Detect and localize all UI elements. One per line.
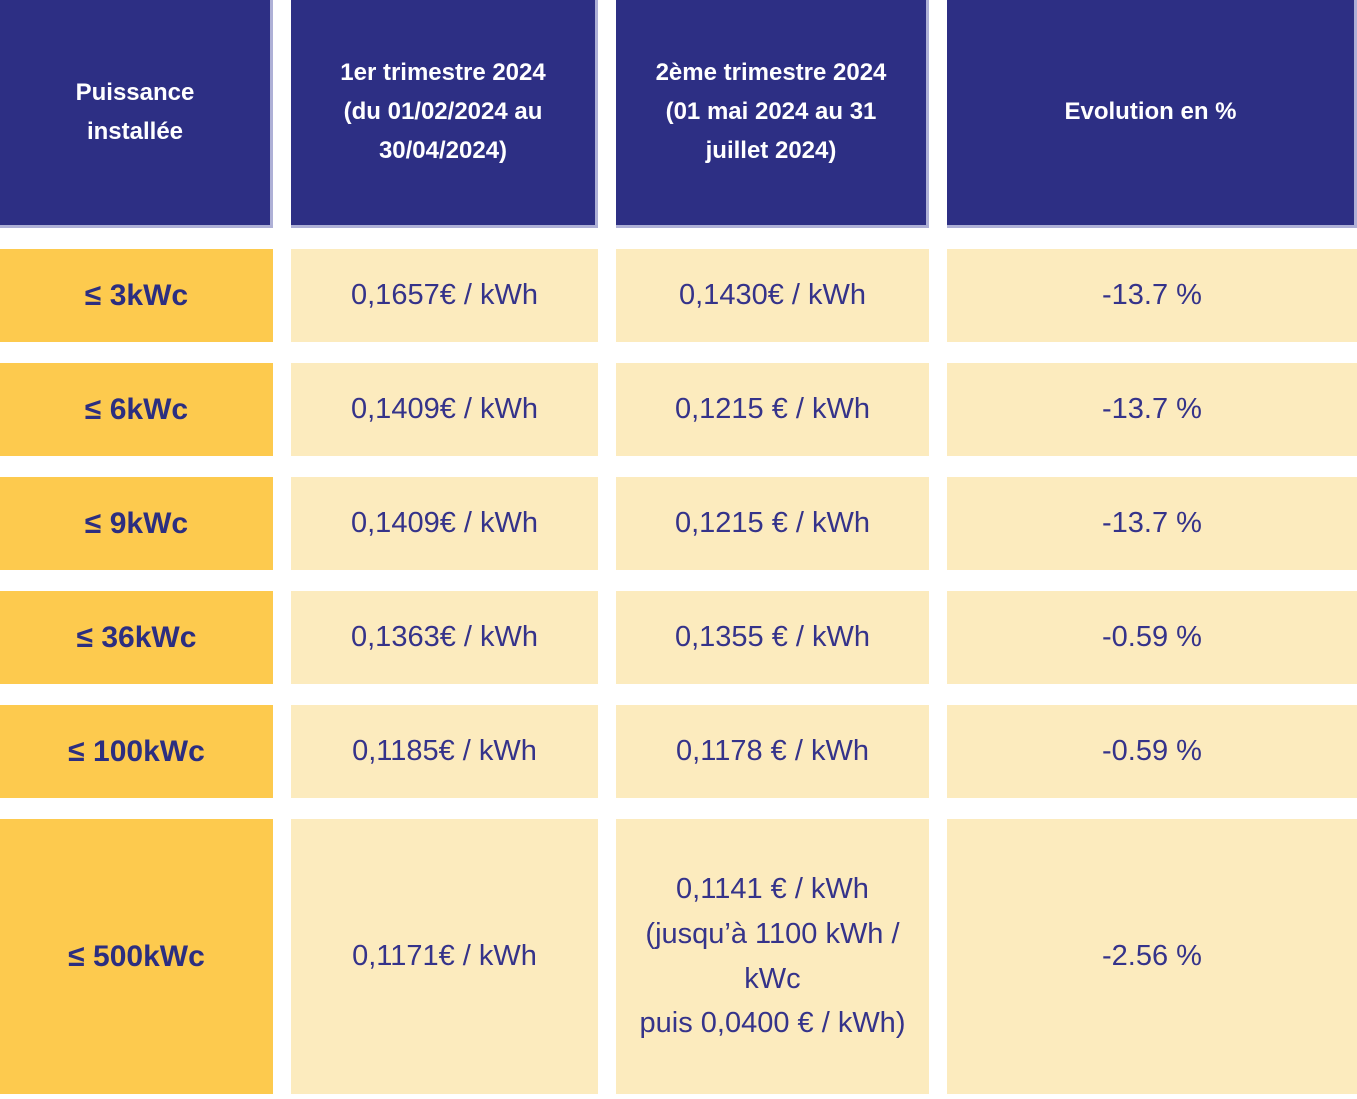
- tariff-q2-cell: 0,1178 € / kWh: [616, 705, 929, 798]
- tariff-q2-cell: 0,1215 € / kWh: [616, 363, 929, 456]
- evolution-cell: -2.56 %: [947, 819, 1357, 1094]
- tariff-q1-cell: 0,1409€ / kWh: [291, 363, 598, 456]
- tariff-q1-cell: 0,1363€ / kWh: [291, 591, 598, 684]
- tariff-q2-cell: 0,1355 € / kWh: [616, 591, 929, 684]
- evolution-cell: -13.7 %: [947, 363, 1357, 456]
- evolution-cell: -13.7 %: [947, 477, 1357, 570]
- tariff-q1-cell: 0,1657€ / kWh: [291, 249, 598, 342]
- row-label-9kwc: ≤ 9kWc: [0, 477, 273, 570]
- tariff-q1-cell: 0,1185€ / kWh: [291, 705, 598, 798]
- tariff-q2-cell: 0,1430€ / kWh: [616, 249, 929, 342]
- column-header-evolution: Evolution en %: [947, 0, 1357, 228]
- evolution-cell: -0.59 %: [947, 591, 1357, 684]
- row-label-6kwc: ≤ 6kWc: [0, 363, 273, 456]
- tariff-q2-cell: 0,1141 € / kWh (jusqu’à 1100 kWh / kWc p…: [616, 819, 929, 1094]
- column-header-puissance: Puissance installée: [0, 0, 273, 228]
- row-label-36kwc: ≤ 36kWc: [0, 591, 273, 684]
- column-header-q1-2024: 1er trimestre 2024 (du 01/02/2024 au 30/…: [291, 0, 598, 228]
- tariff-q2-cell: 0,1215 € / kWh: [616, 477, 929, 570]
- evolution-cell: -13.7 %: [947, 249, 1357, 342]
- row-label-3kwc: ≤ 3kWc: [0, 249, 273, 342]
- evolution-cell: -0.59 %: [947, 705, 1357, 798]
- tariff-q1-cell: 0,1171€ / kWh: [291, 819, 598, 1094]
- column-header-q2-2024: 2ème trimestre 2024 (01 mai 2024 au 31 j…: [616, 0, 929, 228]
- row-label-500kwc: ≤ 500kWc: [0, 819, 273, 1094]
- row-label-100kwc: ≤ 100kWc: [0, 705, 273, 798]
- tariff-q1-cell: 0,1409€ / kWh: [291, 477, 598, 570]
